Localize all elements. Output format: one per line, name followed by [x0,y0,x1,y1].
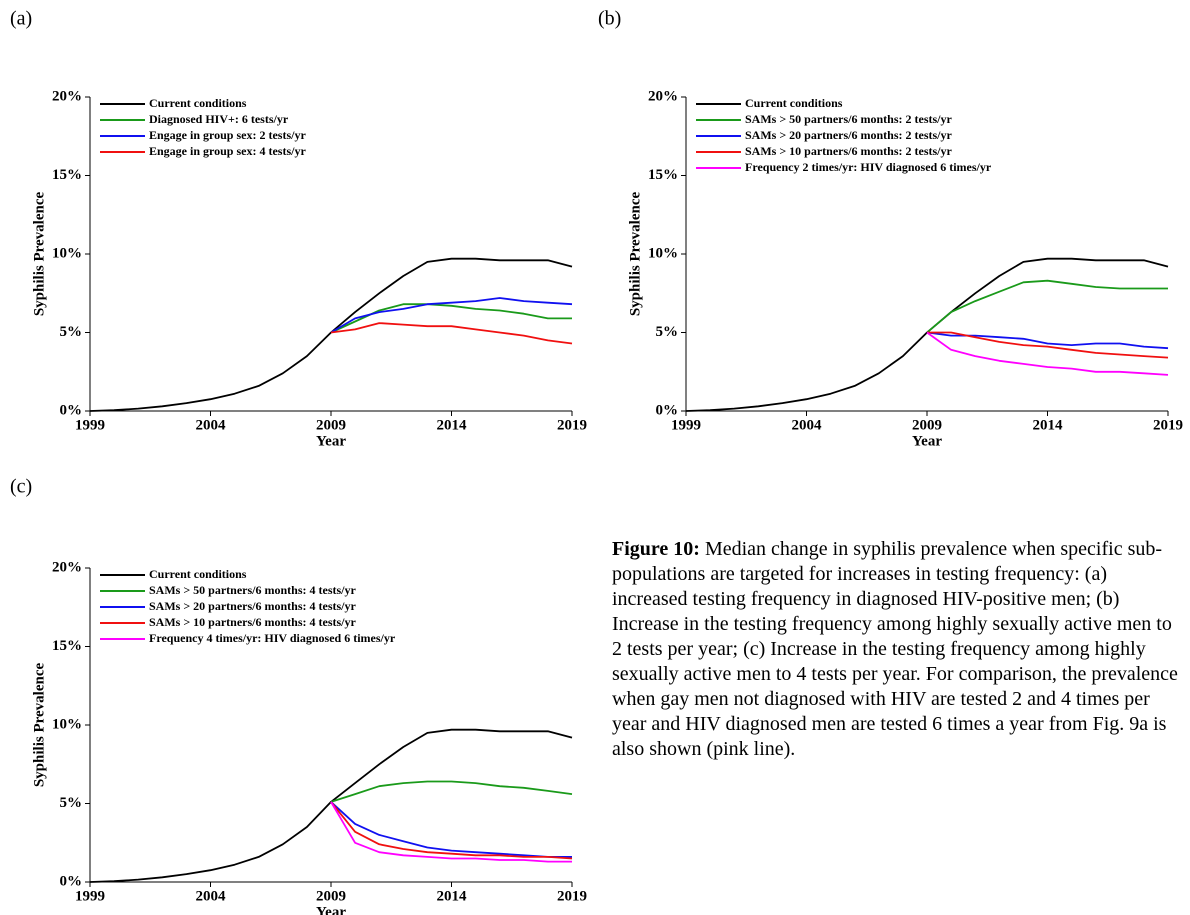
x-tick-label: 2009 [316,888,346,904]
y-tick-label: 20% [648,88,678,104]
series-line [330,780,573,803]
x-tick-label: 1999 [75,417,105,433]
legend-label: SAMs > 50 partners/6 months: 2 tests/yr [745,112,952,126]
series-line [89,257,573,412]
legend-label: SAMs > 10 partners/6 months: 2 tests/yr [745,144,952,158]
caption: Figure 10: Median change in syphilis pre… [612,537,1184,762]
y-tick-label: 10% [52,716,82,732]
y-tick-label: 15% [648,167,678,183]
series-line [927,331,1169,359]
series-line [330,297,573,334]
x-axis-title: Year [316,433,346,449]
x-tick-label: 2004 [196,417,227,433]
series-line [685,257,1169,412]
y-axis-title: Syphilis Prevalence [627,192,643,317]
x-tick-label: 2019 [1153,417,1183,433]
x-tick-label: 2004 [792,417,823,433]
series-line [926,331,1169,376]
y-axis-title: Syphilis Prevalence [31,192,47,317]
x-axis-title: Year [912,433,942,449]
y-tick-label: 0% [656,402,679,418]
x-tick-label: 2014 [437,417,468,433]
y-tick-label: 20% [52,88,82,104]
x-tick-label: 2009 [912,417,942,433]
legend-label: Frequency 2 times/yr: HIV diagnosed 6 ti… [745,160,992,174]
y-tick-label: 15% [52,167,82,183]
y-tick-label: 5% [656,324,679,340]
y-tick-label: 15% [52,638,82,654]
legend-label: Engage in group sex: 4 tests/yr [149,144,306,158]
caption-label: Figure 10: [612,538,700,560]
legend-label: SAMs > 20 partners/6 months: 2 tests/yr [745,128,952,142]
legend-label: Diagnosed HIV+: 6 tests/yr [149,112,289,126]
x-tick-label: 1999 [75,888,105,904]
x-tick-label: 2014 [437,888,468,904]
x-tick-label: 2019 [557,417,587,433]
x-axis-title: Year [316,904,346,915]
legend-label: Current conditions [149,567,247,581]
series-line [926,279,1168,334]
panel-label: (b) [598,8,621,30]
series-line [330,801,573,860]
y-tick-label: 5% [60,795,83,811]
panel-label: (a) [10,8,32,30]
caption-text: Median change in syphilis prevalence whe… [612,538,1178,760]
series-line [330,322,573,345]
y-tick-label: 20% [52,559,82,575]
series-line [330,303,572,334]
panel-label: (c) [10,476,32,498]
y-axis-title: Syphilis Prevalence [31,663,47,788]
y-tick-label: 10% [648,245,678,261]
x-tick-label: 1999 [671,417,701,433]
legend-label: Frequency 4 times/yr: HIV diagnosed 6 ti… [149,631,396,645]
x-tick-label: 2009 [316,417,346,433]
legend-label: Engage in group sex: 2 tests/yr [149,128,306,142]
legend-label: SAMs > 10 partners/6 months: 4 tests/yr [149,615,356,629]
series-line [330,801,572,863]
legend-label: Current conditions [745,96,843,110]
legend-label: Current conditions [149,96,247,110]
series-line [330,801,572,858]
legend-label: SAMs > 50 partners/6 months: 4 tests/yr [149,583,356,597]
y-tick-label: 5% [60,324,83,340]
y-tick-label: 0% [60,402,83,418]
x-tick-label: 2014 [1033,417,1064,433]
y-tick-label: 10% [52,245,82,261]
y-tick-label: 0% [60,873,83,889]
x-tick-label: 2004 [196,888,227,904]
legend-label: SAMs > 20 partners/6 months: 4 tests/yr [149,599,356,613]
x-tick-label: 2019 [557,888,587,904]
